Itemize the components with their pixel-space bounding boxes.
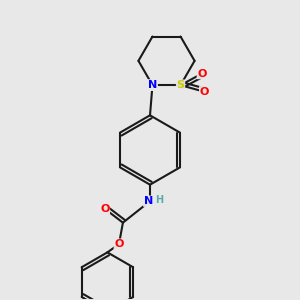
Text: S: S xyxy=(176,80,184,90)
Text: N: N xyxy=(148,80,157,90)
Text: N: N xyxy=(148,80,157,90)
Text: O: O xyxy=(197,69,207,79)
Text: O: O xyxy=(114,239,124,249)
Text: N: N xyxy=(144,196,153,206)
Text: H: H xyxy=(155,195,163,205)
Text: O: O xyxy=(100,204,110,214)
Text: O: O xyxy=(200,87,209,97)
